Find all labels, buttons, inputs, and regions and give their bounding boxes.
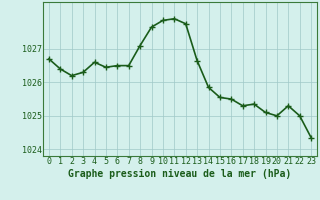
X-axis label: Graphe pression niveau de la mer (hPa): Graphe pression niveau de la mer (hPa) [68, 169, 292, 179]
